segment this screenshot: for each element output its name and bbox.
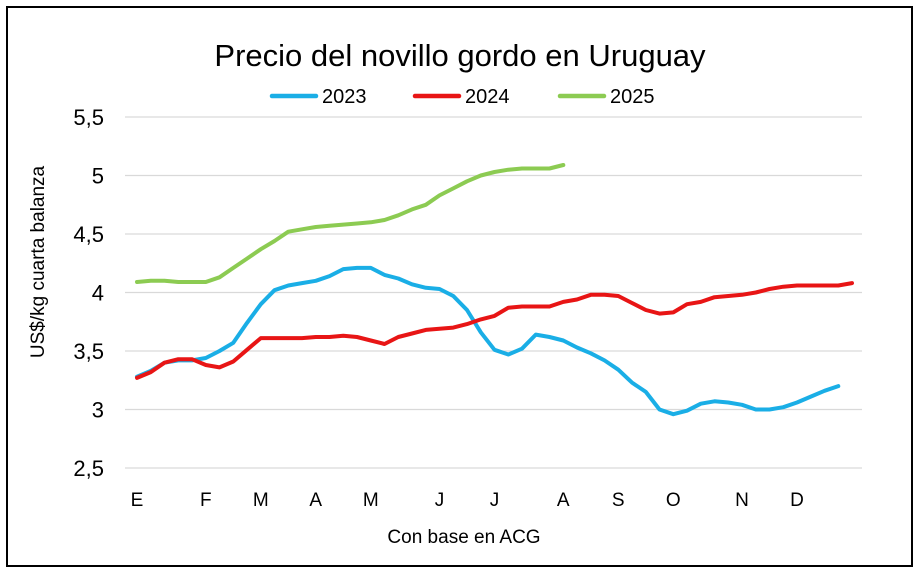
x-tick-label: O (666, 490, 681, 511)
y-tick-label: 5 (92, 164, 104, 189)
legend-label-2024: 2024 (465, 86, 510, 108)
y-tick-label: 4 (92, 281, 104, 306)
x-tick-label: M (363, 490, 379, 511)
y-tick-label: 3 (92, 398, 104, 423)
x-tick-label: A (557, 490, 570, 511)
x-tick-label: N (735, 490, 749, 511)
y-axis-label: US$/kg cuarta balanza (28, 165, 49, 358)
x-axis-label: Con base en ACG (387, 527, 540, 548)
legend: 2023 2024 2025 (269, 86, 655, 108)
series-lines (135, 163, 854, 417)
y-axis-ticks: 2,5 3 3,5 4 4,5 5 5,5 (73, 105, 104, 481)
y-tick-label: 4,5 (73, 222, 104, 247)
x-tick-label: S (612, 490, 625, 511)
chart-title: Precio del novillo gordo en Uruguay (214, 38, 706, 73)
x-tick-label: J (435, 490, 445, 511)
x-tick-label: A (309, 490, 322, 511)
x-tick-label: E (131, 490, 144, 511)
chart-frame (6, 6, 913, 567)
series-line-2024 (135, 281, 854, 380)
y-tick-label: 3,5 (73, 339, 104, 364)
y-tick-label: 2,5 (73, 456, 104, 481)
y-tick-label: 5,5 (73, 105, 104, 130)
x-tick-label: J (490, 490, 500, 511)
series-line-2023 (135, 265, 841, 417)
series-line-2025 (135, 163, 566, 284)
x-tick-label: M (253, 490, 269, 511)
x-tick-label: D (790, 490, 804, 511)
legend-label-2025: 2025 (610, 86, 655, 108)
x-tick-label: F (200, 490, 212, 511)
legend-label-2023: 2023 (322, 86, 367, 108)
